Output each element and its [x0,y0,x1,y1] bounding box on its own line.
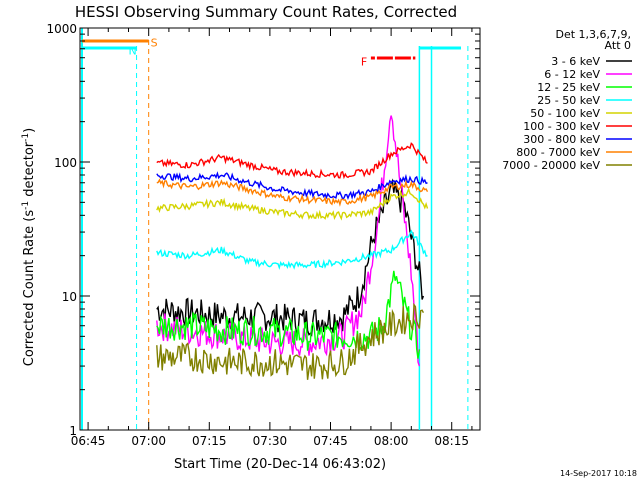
series-line-8 [156,302,425,380]
legend-label-2: 12 - 25 keV [537,81,600,94]
y-tick-label-0: 1 [69,424,77,438]
series-line-1 [156,115,421,367]
series-line-6 [156,171,428,201]
annotation-n: N [129,44,137,57]
x-tick-label-1: 07:00 [131,434,166,448]
annotation-s: S [151,36,158,49]
series-layer [156,115,429,380]
series-line-7 [156,178,429,207]
legend-label-4: 50 - 100 keV [530,107,600,120]
legend-label-7: 800 - 7000 keV [516,146,600,159]
legend-label-5: 100 - 300 keV [523,120,600,133]
series-line-4 [156,187,429,221]
x-axis-label: Start Time (20-Dec-14 06:43:02) [174,457,386,472]
x-tick-label-3: 07:30 [253,434,288,448]
chart-title: HESSI Observing Summary Count Rates, Cor… [75,3,457,21]
x-tick-label-4: 07:45 [313,434,348,448]
y-tick-label-2: 100 [54,156,77,170]
legend-header-0: Det 1,3,6,7,9, [555,28,631,41]
series-line-5 [156,142,428,180]
axes: 06:45 07:00 07:15 07:30 07:45 08:00 08:15 1 10 10… [46,22,480,448]
y-tick-label-1: 10 [62,290,77,304]
x-tick-label-2: 07:15 [192,434,227,448]
y-axis-label: Corrected Count Rate (s-1 detector-1) [21,128,37,366]
footer-timestamp: 14-Sep-2017 10:18 [560,469,637,478]
legend-header-1: Att 0 [605,39,631,52]
orbit-markers: S N F [81,28,469,430]
legend-label-6: 300 - 800 keV [523,133,600,146]
legend-label-3: 25 - 50 keV [537,94,600,107]
x-tick-label-0: 06:45 [71,434,106,448]
plot-frame [79,27,481,431]
legend-label-0: 3 - 6 keV [551,55,600,68]
y-tick-label-3: 1000 [46,22,77,36]
plot-area [79,27,481,431]
series-line-3 [156,229,428,270]
legend-label-1: 6 - 12 keV [544,68,600,81]
annotation-f: F [361,56,367,69]
x-tick-label-6: 08:15 [434,434,469,448]
legend-label-8: 7000 - 20000 keV [502,159,600,172]
x-tick-label-5: 08:00 [374,434,409,448]
